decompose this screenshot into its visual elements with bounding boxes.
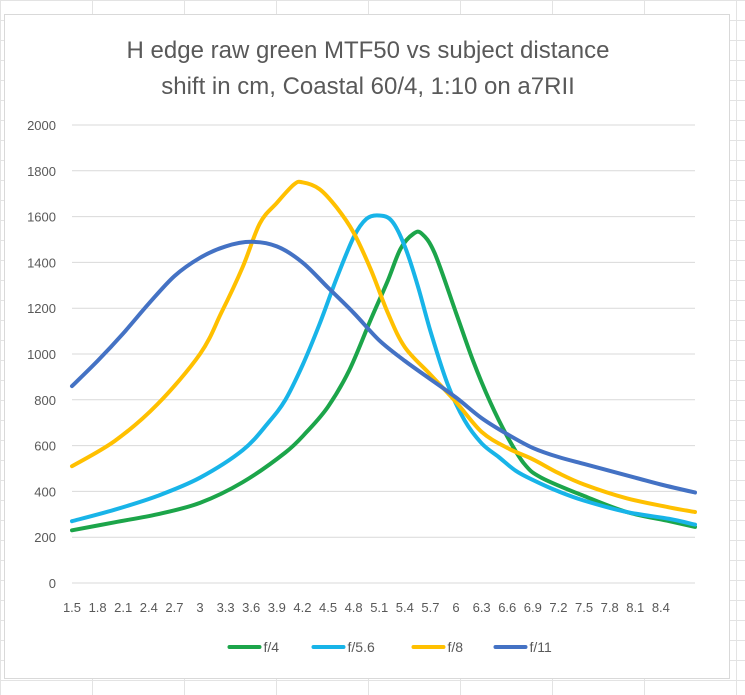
y-tick-label: 1800 [27,164,56,179]
x-tick-label: 3.6 [242,600,260,615]
y-tick-label: 200 [34,530,56,545]
series-line-f-11 [70,239,697,495]
y-axis-tick-labels: 0 200 400 600 800 1000 1200 1400 1600 1800 2000 [27,118,56,591]
x-tick-label: 3.9 [268,600,286,615]
y-gridlines [72,124,695,584]
x-tick-label: 8.1 [626,600,644,615]
y-tick-label: 400 [34,484,56,499]
x-tick-label: 7.5 [575,600,593,615]
chart-svg: H edge raw green MTF50 vs subject distan… [27,37,697,655]
x-axis-tick-labels: 1.5 1.8 2.1 2.4 2.7 3 3.3 3.6 3.9 4.2 4.5 4.8 5.1 5.4… [63,600,670,615]
x-tick-label: 6.9 [524,600,542,615]
legend-label: f/8 [448,639,464,655]
y-tick-label: 600 [34,439,56,454]
x-tick-label: 4.2 [293,600,311,615]
legend-label: f/4 [264,639,280,655]
y-tick-label: 0 [49,576,56,591]
chart-area[interactable]: H edge raw green MTF50 vs subject distan… [4,14,730,679]
legend-label: f/11 [530,639,553,655]
x-tick-label: 7.2 [549,600,567,615]
x-tick-label: 2.7 [165,600,183,615]
legend-label: f/5.6 [348,639,375,655]
chart-title-line-1: H edge raw green MTF50 vs subject distan… [127,37,610,64]
x-tick-label: 5.7 [421,600,439,615]
x-tick-label: 8.4 [652,600,670,615]
series-line-f-5-6 [70,213,697,527]
x-tick-label: 2.1 [114,600,132,615]
x-tick-label: 5.1 [370,600,388,615]
x-tick-label: 3.3 [217,600,235,615]
chart-title-line-2: shift in cm, Coastal 60/4, 1:10 on a7RII [161,73,575,100]
x-tick-label: 5.4 [396,600,414,615]
y-tick-label: 1200 [27,301,56,316]
x-tick-label: 3 [196,600,203,615]
y-tick-label: 800 [34,393,56,408]
x-tick-label: 6.3 [473,600,491,615]
legend: f/4 f/5.6 f/8 f/11 [227,639,553,655]
series-line-f-8 [70,179,697,514]
y-tick-label: 1400 [27,255,56,270]
x-tick-label: 2.4 [140,600,158,615]
y-tick-label: 1600 [27,210,56,225]
x-tick-label: 4.8 [345,600,363,615]
x-tick-label: 6.6 [498,600,516,615]
x-tick-label: 1.5 [63,600,81,615]
x-tick-label: 6 [452,600,459,615]
x-tick-label: 1.8 [89,600,107,615]
x-tick-label: 7.8 [601,600,619,615]
y-tick-label: 2000 [27,118,56,133]
series-line-f-4 [70,229,697,533]
series-lines [70,179,697,533]
y-tick-label: 1000 [27,347,56,362]
x-tick-label: 4.5 [319,600,337,615]
